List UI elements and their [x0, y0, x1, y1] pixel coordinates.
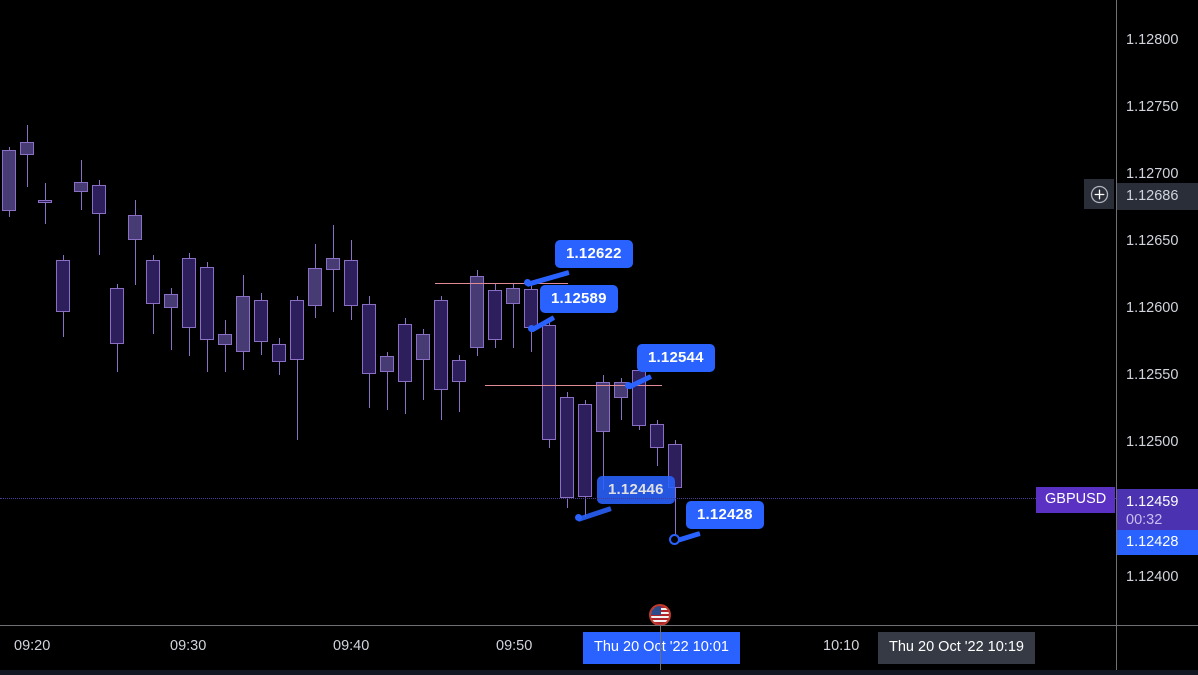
price-tick-label: 1.12700 [1126, 166, 1179, 182]
candle-body [614, 382, 628, 398]
candle-body [362, 304, 376, 374]
candle-body [488, 290, 502, 340]
time-badge[interactable]: Thu 20 Oct '22 10:19 [878, 632, 1035, 664]
price-tick-label: 1.12800 [1126, 32, 1179, 48]
last-price-badge[interactable]: 1.12428 [1117, 530, 1198, 555]
price-callout[interactable]: 1.12622 [555, 240, 633, 268]
candle-body [200, 267, 214, 340]
candle-body [128, 215, 142, 240]
callout-tail [577, 506, 612, 522]
candle-body [434, 300, 448, 390]
callout-anchor-dot[interactable] [528, 325, 535, 332]
candle-wick [297, 296, 298, 440]
price-level-line[interactable] [485, 385, 662, 386]
price-callout[interactable]: 1.12544 [637, 344, 715, 372]
candle-body [560, 397, 574, 498]
candle-wick [225, 320, 226, 372]
time-tick-label: 10:10 [823, 638, 860, 654]
candle-body [56, 260, 70, 312]
candle-wick [387, 352, 388, 410]
candle-wick [513, 284, 514, 348]
candle-body [452, 360, 466, 382]
candle-body [164, 294, 178, 308]
time-scale-divider [1116, 625, 1117, 675]
price-tick-label: 1.12550 [1126, 367, 1179, 383]
time-tick-label: 09:50 [496, 638, 533, 654]
last-price-value: 1.12428 [1126, 534, 1179, 550]
candle-body [182, 258, 196, 328]
plus-circle-icon[interactable] [1084, 179, 1114, 209]
candle-body [650, 424, 664, 448]
candle-body [110, 288, 124, 344]
chart-overlays: 1.12622 1.12589 1.12544 1.12446 1.12428 [435, 240, 764, 545]
candle-wick [423, 329, 424, 400]
price-tick-label: 1.12750 [1126, 99, 1179, 115]
candle-body [416, 334, 430, 360]
candle-body [344, 260, 358, 306]
candle-wick [459, 355, 460, 412]
candle-body [596, 382, 610, 432]
candle-wick [27, 125, 28, 187]
candle-body [290, 300, 304, 360]
price-level-line[interactable] [435, 283, 568, 284]
time-tick-label: 09:20 [14, 638, 51, 654]
time-scale-tick-divider [660, 625, 661, 675]
symbol-tag[interactable]: GBPUSD [1036, 487, 1116, 513]
candle-body [542, 325, 556, 440]
candlestick-series [2, 125, 682, 540]
price-tick-label: 1.12600 [1126, 300, 1179, 316]
bottom-strip [0, 670, 1198, 675]
chart-plot-area[interactable]: 1.12622 1.12589 1.12544 1.12446 1.12428 [0, 0, 1116, 625]
candle-body [506, 288, 520, 304]
current-price-line [0, 498, 1116, 499]
time-tick-label: 09:30 [170, 638, 207, 654]
symbol-price-badge[interactable]: 1.12459 00:32 [1117, 489, 1198, 534]
candle-body [236, 296, 250, 352]
candle-body [218, 334, 232, 345]
bar-countdown: 00:32 [1126, 511, 1163, 528]
candle-body [146, 260, 160, 304]
callout-anchor-dot[interactable] [575, 514, 582, 521]
candle-body [308, 268, 322, 306]
candle-body [2, 150, 16, 211]
time-badge[interactable]: Thu 20 Oct '22 10:01 [583, 632, 740, 664]
candle-body [20, 142, 34, 155]
candle-body [272, 344, 286, 362]
candle-wick [135, 200, 136, 285]
candle-body [254, 300, 268, 342]
candle-body [578, 404, 592, 497]
candle-body [398, 324, 412, 382]
crosshair-price-value: 1.12686 [1126, 188, 1179, 204]
time-tick-label: 09:40 [333, 638, 370, 654]
candle-body [92, 185, 106, 214]
price-callout[interactable]: 1.12446 [597, 476, 675, 504]
us-flag-icon[interactable] [649, 604, 671, 626]
candle-wick [621, 378, 622, 420]
price-callout[interactable]: 1.12589 [540, 285, 618, 313]
candle-wick [171, 288, 172, 350]
candle-wick [603, 375, 604, 490]
candle-wick [99, 180, 100, 255]
candle-wick [45, 183, 46, 224]
price-tick-label: 1.12650 [1126, 233, 1179, 249]
candle-body [326, 258, 340, 270]
price-tick-label: 1.12500 [1126, 434, 1179, 450]
price-scale[interactable]: 1.12800 1.12750 1.12700 1.12650 1.12600 1.125… [1084, 0, 1198, 625]
callout-anchor-dot[interactable] [524, 279, 531, 286]
candle-body [470, 276, 484, 348]
candle-body [380, 356, 394, 372]
callout-anchor-ring[interactable] [669, 534, 680, 545]
price-tick-label: 1.12400 [1126, 569, 1179, 585]
candle-wick [675, 440, 676, 540]
crosshair-price-label: 1.12686 [1117, 183, 1198, 210]
callout-anchor-dot[interactable] [625, 382, 632, 389]
candle-body [74, 182, 88, 192]
price-callout[interactable]: 1.12428 [686, 501, 764, 529]
symbol-price-value: 1.12459 [1126, 494, 1179, 510]
candle-body [38, 200, 52, 203]
